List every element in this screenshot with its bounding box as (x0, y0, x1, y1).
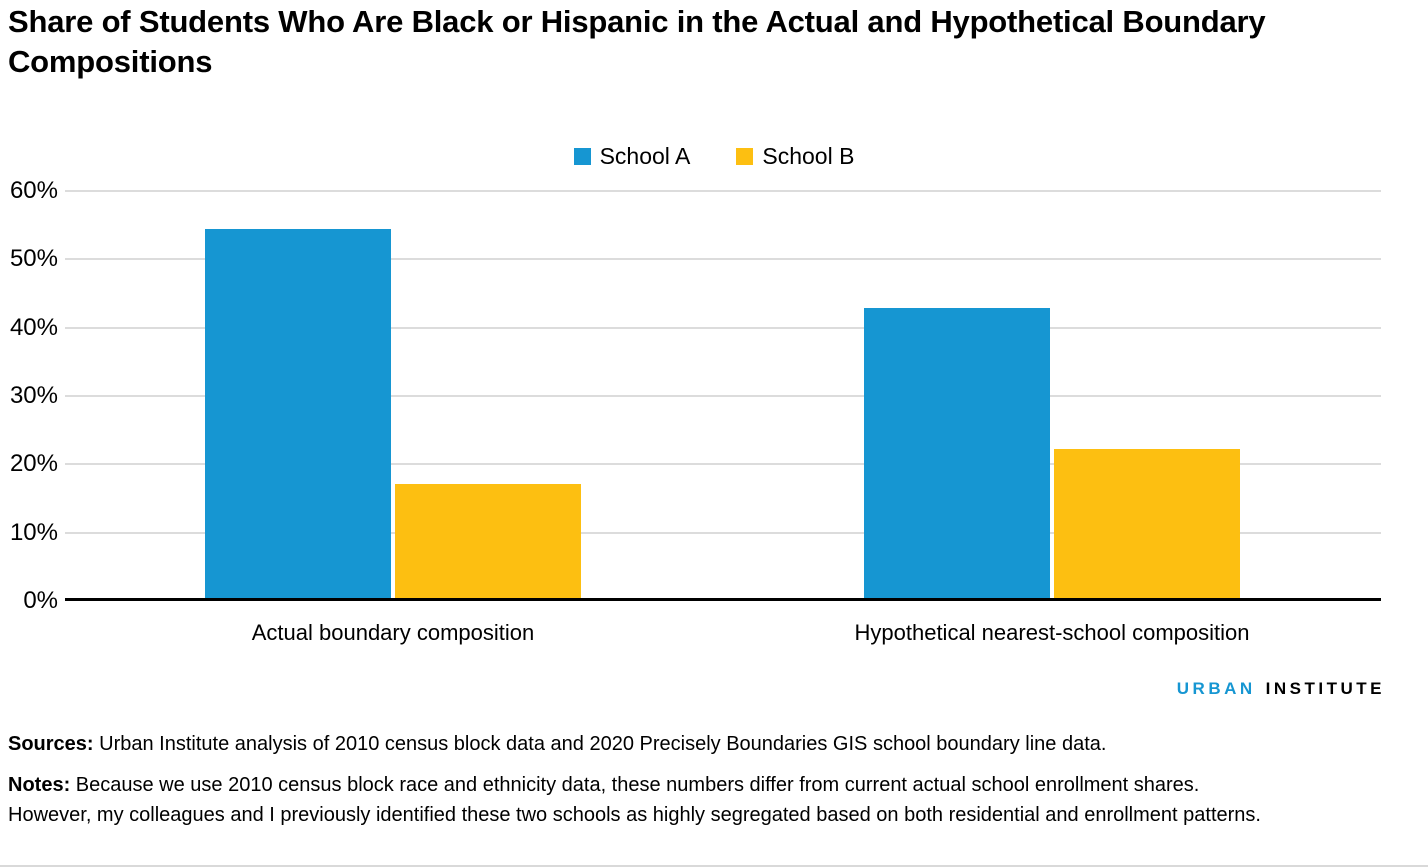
y-tick-60%: 60% (9, 177, 58, 204)
logo-institute-text: INSTITUTE (1265, 679, 1385, 698)
sources-label: Sources: (8, 733, 94, 755)
y-tick-20%: 20% (9, 450, 58, 478)
bar-school-b-group1 (395, 483, 581, 598)
category-label-hypothetical: Hypothetical nearest-school composition (854, 620, 1250, 645)
notes-label: Notes: (8, 774, 71, 796)
legend-label-school-a: School A (599, 143, 691, 169)
gridline-50% (65, 258, 1381, 261)
chart-title: Share of Students Who Are Black or Hispa… (8, 4, 1266, 79)
legend-item-school-b: School B (736, 143, 854, 170)
bottom-divider (0, 865, 1428, 867)
legend-item-school-a: School A (573, 143, 691, 170)
footer: Sources: Urban Institute analysis of 201… (8, 729, 1288, 841)
legend: School A School B (0, 143, 1428, 170)
school-a-swatch-icon (573, 148, 591, 165)
y-tick-0%: 0% (23, 587, 58, 614)
urban-institute-logo: URBAN INSTITUTE (1177, 679, 1385, 699)
y-tick-30%: 30% (9, 382, 58, 409)
plot-area (65, 190, 1381, 601)
bar-school-a-group2 (864, 307, 1050, 598)
gridline-20% (65, 463, 1381, 466)
logo-urban-text: URBAN (1176, 679, 1256, 698)
sources-note: Sources: Urban Institute analysis of 201… (8, 729, 1288, 759)
y-tick-10%: 10% (9, 518, 58, 546)
gridline-10% (65, 531, 1381, 534)
category-label-actual: Actual boundary composition (251, 620, 535, 645)
gridline-40% (65, 326, 1381, 329)
bar-school-b-group2 (1054, 449, 1240, 598)
notes-note: Notes: Because we use 2010 census block … (8, 770, 1288, 830)
school-b-swatch-icon (736, 148, 754, 165)
y-tick-40%: 40% (9, 313, 58, 341)
notes-text: Because we use 2010 census block race an… (8, 774, 1261, 826)
sources-text: Urban Institute analysis of 2010 census … (93, 733, 1107, 755)
gridline-30% (65, 395, 1381, 397)
legend-label-school-b: School B (762, 143, 855, 169)
y-tick-50%: 50% (9, 245, 58, 273)
x-axis-labels: Actual boundary composition Hypothetical… (65, 620, 1381, 654)
gridline-60% (65, 190, 1381, 192)
y-axis: 60% 50% 40% 30% 20% 10% 0% (0, 177, 58, 614)
bar-school-a-group1 (205, 229, 391, 598)
